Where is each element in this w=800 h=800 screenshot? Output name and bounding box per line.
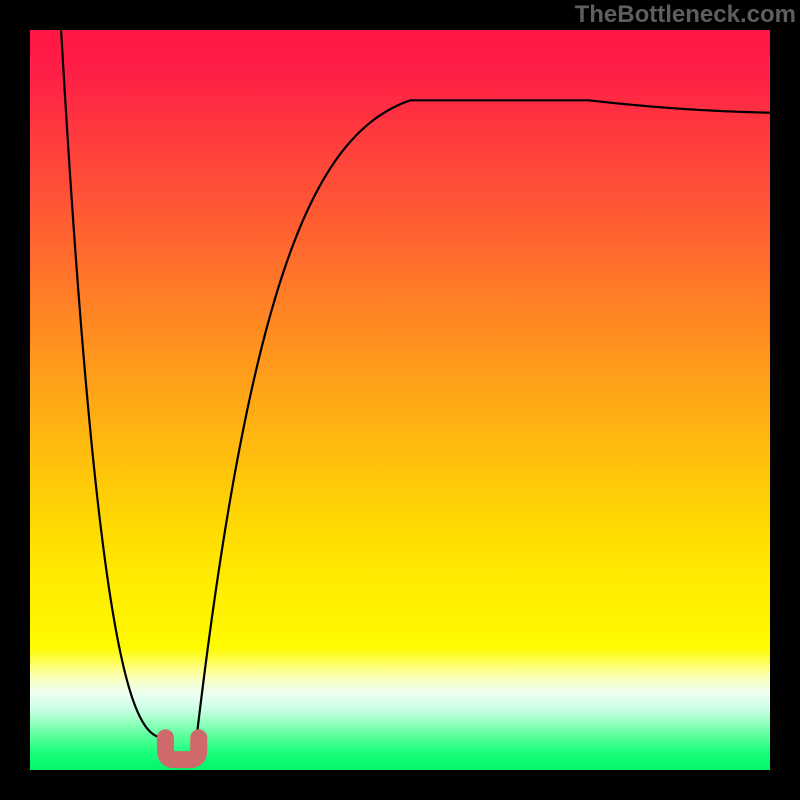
watermark-text: TheBottleneck.com xyxy=(575,0,800,29)
bottleneck-curve-left xyxy=(61,30,168,738)
stage: TheBottleneck.com xyxy=(0,0,800,800)
chart-frame xyxy=(30,30,770,770)
bottleneck-curve-right xyxy=(197,100,771,738)
curve-layer xyxy=(30,30,770,770)
minimum-u-marker xyxy=(165,738,198,760)
